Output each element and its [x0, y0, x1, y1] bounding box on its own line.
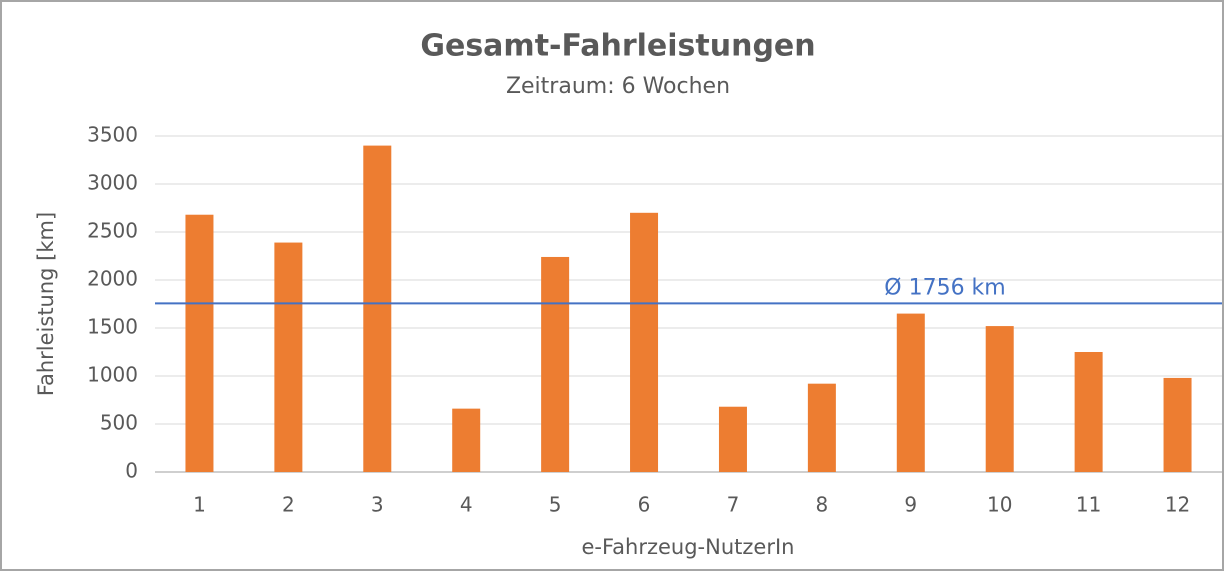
x-axis-title: e-Fahrzeug-NutzerIn — [582, 535, 795, 559]
y-tick-label: 3500 — [87, 123, 138, 147]
y-axis-title: Fahrleistung [km] — [34, 212, 58, 396]
x-tick-label: 8 — [816, 493, 829, 517]
bar — [1074, 352, 1103, 472]
x-tick-label: 9 — [904, 493, 917, 517]
bar — [1163, 377, 1192, 472]
bar — [185, 214, 214, 472]
chart-subtitle: Zeitraum: 6 Wochen — [506, 74, 730, 99]
bar — [896, 313, 925, 472]
bar — [541, 256, 570, 472]
x-tick-label: 7 — [727, 493, 740, 517]
bar — [452, 408, 481, 472]
x-tick-label: 1 — [193, 493, 206, 517]
x-tick-label: 3 — [371, 493, 384, 517]
y-tick-label: 2500 — [87, 219, 138, 243]
average-label: Ø 1756 km — [884, 275, 1005, 300]
x-tick-label: 4 — [460, 493, 473, 517]
x-tick-label: 2 — [282, 493, 295, 517]
y-tick-label: 3000 — [87, 171, 138, 195]
x-tick-label: 5 — [549, 493, 562, 517]
bar — [985, 326, 1014, 472]
bar — [630, 212, 659, 473]
y-tick-label: 1000 — [87, 363, 138, 387]
y-tick-label: 0 — [125, 459, 138, 483]
y-tick-label: 1500 — [87, 315, 138, 339]
x-tick-label: 12 — [1165, 493, 1190, 517]
bar — [718, 406, 747, 472]
y-tick-label: 2000 — [87, 267, 138, 291]
y-tick-label: 500 — [100, 411, 138, 435]
x-tick-label: 10 — [987, 493, 1012, 517]
chart-title: Gesamt-Fahrleistungen — [420, 29, 815, 64]
x-tick-label: 6 — [638, 493, 651, 517]
bar — [274, 242, 303, 472]
bar — [363, 145, 392, 472]
x-tick-label: 11 — [1076, 493, 1101, 517]
bar — [807, 383, 836, 472]
